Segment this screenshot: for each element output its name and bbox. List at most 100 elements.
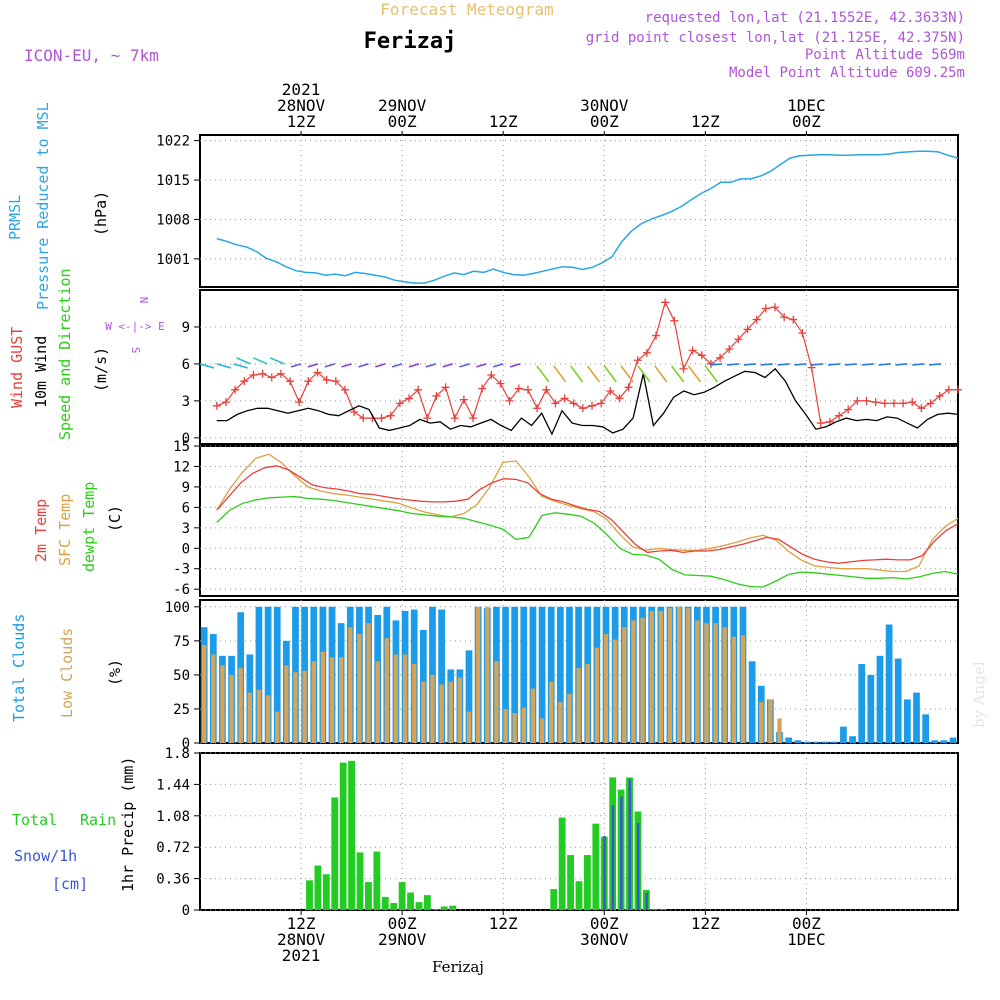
wind-panel: Wind GUST 10m Wind Speed and Direction (… (8, 268, 962, 447)
gust-marker (835, 411, 844, 420)
location-title: Ferizaj (364, 29, 457, 54)
wind-direction-arrow (375, 363, 386, 368)
total-cloud-bar (922, 714, 929, 743)
temperature-panel: 2m Temp SFC Temp dewpt Temp (C) -6 -3 0 3 6 9… (32, 439, 959, 598)
panel-frame (199, 134, 959, 288)
bottom-time-label: 12Z (287, 914, 316, 933)
gust-marker (276, 369, 285, 378)
y-tick-label: 0 (182, 903, 190, 919)
wind-direction-arrow (704, 365, 718, 383)
sfc-temp-line (216, 453, 959, 573)
wind-direction-arrow (777, 363, 790, 366)
credit-watermark: by Angel (970, 661, 988, 728)
low-cloud-bar (284, 665, 289, 743)
y-tick-label: 75 (173, 634, 190, 650)
low-cloud-bar (695, 620, 700, 743)
wind-speed-line (216, 367, 959, 436)
pressure-label: PRMSL (6, 195, 24, 240)
rain-bar (592, 823, 600, 910)
gust-marker (917, 404, 926, 413)
rain-bar (398, 882, 406, 910)
y-tick-label: 9 (182, 480, 190, 496)
wind-direction-arrow (828, 363, 841, 366)
wind-direction-arrow (216, 363, 232, 369)
rain-bar (449, 905, 457, 910)
wind-direction-arrow (569, 365, 584, 383)
low-cloud-bar (549, 681, 554, 743)
y-tick-label: 6 (182, 500, 190, 516)
total-cloud-bar (547, 606, 555, 743)
snow-unit-label: [cm] (52, 875, 88, 893)
gust-marker (231, 385, 240, 394)
low-cloud-bar (384, 638, 389, 743)
low-cloud-bar (622, 627, 627, 743)
low-cloud-bar (558, 702, 563, 743)
wind-direction-arrow (895, 363, 908, 366)
total-cloud-bar (255, 606, 263, 743)
gust-marker (615, 394, 624, 403)
total-cloud-bar (785, 737, 793, 743)
low-cloud-bar (338, 657, 344, 743)
y-tick-label: 6 (182, 357, 190, 373)
bottom-time-label: 1DEC (787, 930, 826, 949)
low-cloud-bar (713, 623, 718, 743)
gust-marker (853, 396, 862, 405)
gust-marker (633, 356, 642, 365)
gust-marker (889, 399, 898, 408)
rain-bar (558, 817, 566, 910)
rain-label: Rain (80, 811, 116, 829)
low-cloud-bar (530, 688, 536, 743)
wind-direction-arrow (912, 363, 925, 366)
panel-frame (199, 289, 959, 445)
bottom-time-label: 00Z (388, 914, 417, 933)
rain-bar (415, 902, 423, 910)
gust-marker (661, 298, 670, 307)
clouds-panel: Total Clouds Low Clouds (%) by Angel 0 25… (10, 599, 988, 752)
wind-direction-arrow (425, 363, 437, 368)
gust-marker (496, 379, 505, 388)
top-time-label: 12Z (691, 112, 720, 131)
y-tick-label: 15 (173, 439, 190, 455)
wind-direction-arrow (492, 363, 504, 368)
rain-bar (432, 909, 440, 910)
low-cloud-bar (494, 661, 499, 743)
bottom-time-label: 12Z (691, 914, 720, 933)
wind-direction-arrow (603, 365, 617, 383)
gust-marker (414, 385, 423, 394)
wind-direction-arrow (861, 363, 874, 366)
gust-marker (624, 383, 633, 392)
gust-marker (954, 385, 962, 394)
total-cloud-bar (438, 609, 445, 743)
snow-bar (611, 805, 615, 910)
subtitle: Forecast Meteogram (380, 0, 553, 19)
total-cloud-bar (949, 737, 957, 743)
gust-marker (322, 375, 331, 384)
bottom-time-label: 28NOV (277, 930, 326, 949)
rain-bar (339, 762, 347, 910)
low-cloud-bar (375, 661, 380, 743)
low-cloud-bar (768, 699, 773, 743)
top-time-label: 00Z (792, 112, 821, 131)
bottom-time-label: 2021 (282, 946, 321, 965)
rain-bar (331, 797, 339, 910)
low-cloud-bar (649, 610, 654, 743)
gust-marker (816, 419, 825, 428)
low-cloud-bar (740, 635, 746, 743)
total-clouds-label: Total Clouds (10, 614, 28, 722)
pressure-sublabel: Pressure Reduced to MSL (34, 102, 52, 310)
rain-bar (659, 909, 667, 910)
snow-bar (645, 892, 648, 910)
low-cloud-bar (759, 702, 764, 743)
low-cloud-bar (439, 684, 444, 743)
gust-marker (258, 369, 267, 378)
gust-marker (862, 396, 871, 405)
grid-point-coords: grid point closest lon,lat (21.125E, 42.… (586, 30, 965, 46)
y-tick-label: 1.8 (165, 746, 190, 762)
low-cloud-bar (521, 707, 526, 743)
total-cloud-bar (794, 740, 802, 743)
low-cloud-bar (512, 713, 517, 743)
total-cloud-bar (803, 741, 811, 743)
gust-marker (880, 399, 889, 408)
